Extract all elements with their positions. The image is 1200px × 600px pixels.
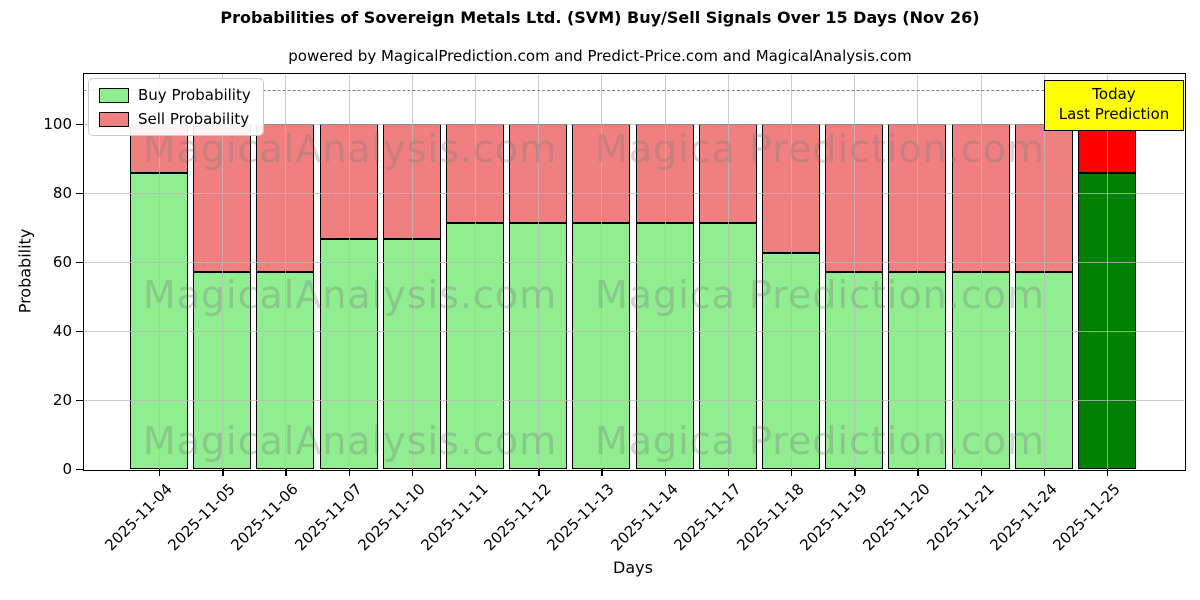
legend-label-sell: Sell Probability bbox=[138, 110, 250, 128]
sell-swatch-icon bbox=[99, 111, 129, 127]
h-gridline bbox=[83, 124, 1184, 126]
v-gridline bbox=[1043, 73, 1045, 469]
v-gridline bbox=[222, 73, 224, 469]
today-annotation: Today Last Prediction bbox=[1044, 80, 1184, 131]
x-tick-mark bbox=[411, 469, 414, 476]
y-tick-mark bbox=[76, 469, 83, 471]
legend-item-sell: Sell Probability bbox=[99, 110, 251, 128]
buy-swatch-icon bbox=[99, 87, 129, 103]
x-tick-mark bbox=[475, 469, 477, 476]
y-tick-label: 20 bbox=[52, 391, 72, 409]
x-tick-mark bbox=[348, 469, 350, 476]
x-axis-label: Days bbox=[613, 558, 653, 577]
x-tick-mark bbox=[791, 469, 793, 476]
chart-title: Probabilities of Sovereign Metals Ltd. (… bbox=[220, 8, 980, 27]
chart-legend: Buy Probability Sell Probability bbox=[88, 78, 264, 136]
x-tick-mark bbox=[222, 469, 224, 476]
y-tick-mark bbox=[76, 262, 83, 264]
h-gridline bbox=[83, 193, 1184, 195]
x-tick-mark bbox=[727, 469, 730, 476]
v-gridline bbox=[538, 73, 540, 469]
v-gridline bbox=[475, 73, 476, 469]
v-gridline bbox=[1107, 73, 1108, 469]
watermark-text: Magica Prediction.com bbox=[594, 419, 1046, 463]
x-tick-mark bbox=[159, 469, 161, 476]
v-gridline bbox=[411, 73, 413, 469]
x-tick-mark bbox=[285, 469, 287, 476]
v-gridline bbox=[664, 73, 666, 469]
v-gridline bbox=[791, 73, 792, 469]
v-gridline bbox=[917, 73, 919, 469]
watermark-text: MagicalAnalysis.com bbox=[142, 419, 558, 463]
v-gridline bbox=[601, 73, 603, 469]
y-tick-label: 40 bbox=[52, 322, 72, 341]
h-gridline bbox=[83, 262, 1184, 264]
x-tick-mark bbox=[980, 469, 982, 476]
v-gridline bbox=[285, 73, 287, 469]
v-gridline bbox=[980, 73, 982, 469]
watermark-text: Magica Prediction.com bbox=[594, 127, 1046, 171]
watermark-text: MagicalAnalysis.com bbox=[142, 273, 558, 317]
y-tick-label: 80 bbox=[52, 184, 72, 203]
y-tick-label: 0 bbox=[62, 460, 72, 478]
y-tick-label: 100 bbox=[43, 115, 72, 134]
watermark-text: Magica Prediction.com bbox=[594, 273, 1046, 317]
chart-subtitle: powered by MagicalPrediction.com and Pre… bbox=[288, 47, 912, 65]
x-tick-mark bbox=[1043, 469, 1046, 476]
y-tick-mark bbox=[76, 193, 83, 195]
x-tick-mark bbox=[854, 469, 856, 476]
y-tick-label: 60 bbox=[52, 253, 72, 272]
x-tick-mark bbox=[917, 469, 919, 476]
legend-label-buy: Buy Probability bbox=[138, 86, 251, 104]
y-tick-mark bbox=[76, 331, 83, 333]
h-gridline bbox=[83, 331, 1184, 333]
x-tick-mark bbox=[601, 469, 603, 476]
v-gridline bbox=[159, 73, 160, 469]
h-gridline bbox=[83, 400, 1184, 401]
x-tick-mark bbox=[664, 469, 666, 476]
today-annotation-line2: Last Prediction bbox=[1058, 105, 1170, 124]
today-annotation-line1: Today bbox=[1092, 85, 1136, 103]
y-tick-mark bbox=[76, 124, 83, 126]
dashed-reference-line bbox=[83, 89, 1184, 91]
y-tick-mark bbox=[76, 400, 83, 402]
v-gridline bbox=[348, 73, 350, 469]
v-gridline bbox=[854, 73, 856, 469]
x-tick-mark bbox=[1107, 469, 1109, 476]
v-gridline bbox=[727, 73, 729, 469]
legend-item-buy: Buy Probability bbox=[99, 86, 251, 104]
x-tick-mark bbox=[538, 469, 540, 476]
